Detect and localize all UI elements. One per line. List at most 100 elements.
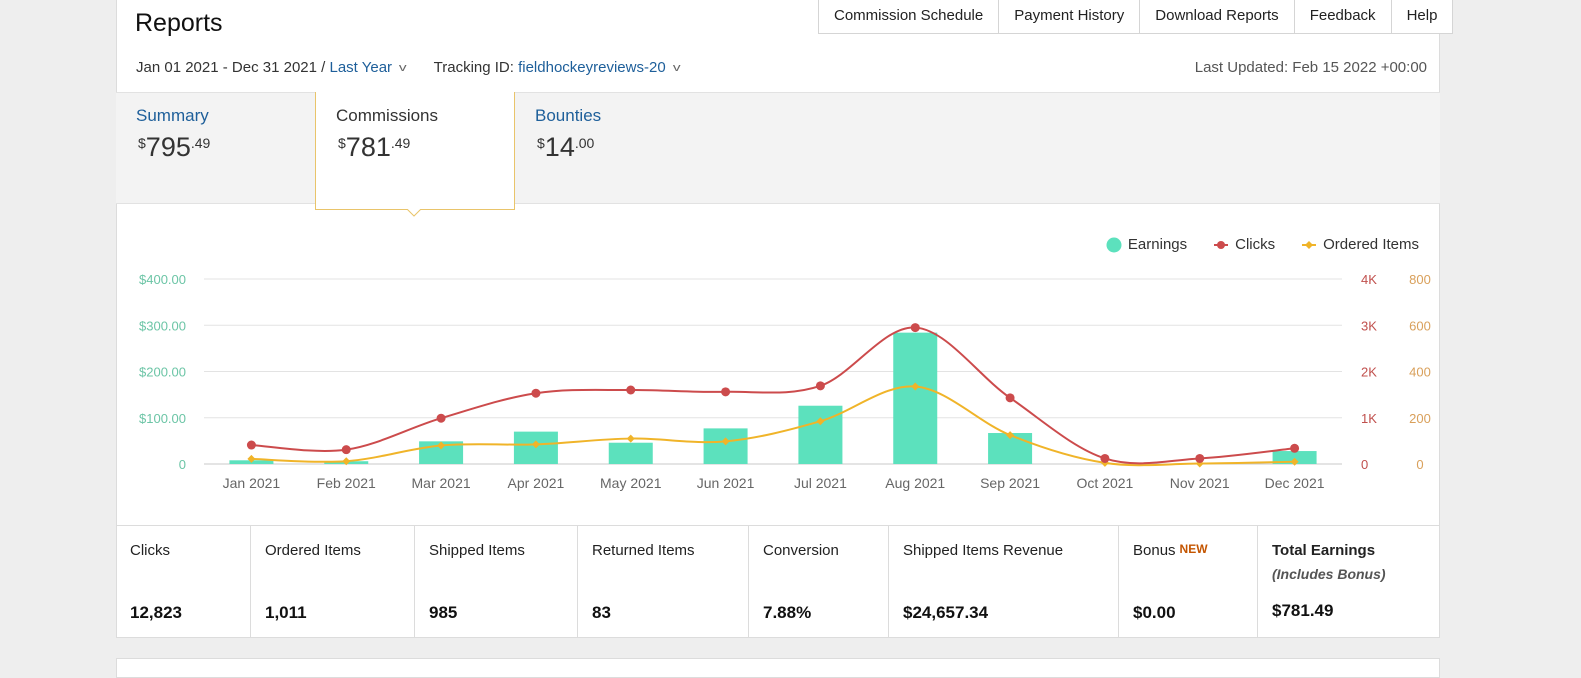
x-axis-tick-label: Jan 2021	[223, 475, 281, 491]
clicks-point	[626, 385, 636, 395]
stat-ordered-items: Ordered Items 1,011	[250, 526, 414, 638]
tab-label: Bounties	[535, 106, 602, 125]
ordered-items-legend-icon	[1302, 240, 1317, 249]
tab-commissions[interactable]: Commissions $781.49	[315, 92, 515, 210]
clicks-point	[1290, 443, 1300, 453]
right-axis-tick-label: 2K	[1361, 365, 1377, 380]
x-axis-tick-label: Aug 2021	[885, 475, 945, 491]
x-axis-tick-label: Oct 2021	[1077, 475, 1134, 491]
ordered-items-point	[1006, 431, 1015, 440]
x-axis-tick-label: Mar 2021	[412, 475, 471, 491]
clicks-point	[721, 387, 731, 397]
x-axis-tick-label: May 2021	[600, 475, 662, 491]
next-panel	[116, 658, 1440, 678]
clicks-point	[531, 388, 541, 398]
stat-shipped-items-revenue: Shipped Items Revenue $24,657.34	[888, 526, 1118, 638]
tab-label: Commissions	[336, 106, 439, 125]
earnings-bar	[893, 332, 938, 464]
right-axis-tick-label: 0	[1361, 457, 1368, 472]
legend-clicks[interactable]: Clicks	[1213, 236, 1275, 253]
x-axis-tick-label: Dec 2021	[1265, 475, 1325, 491]
right-axis2-tick-label: 200	[1409, 411, 1431, 426]
earnings-bar	[608, 442, 653, 464]
date-range: Jan 01 2021 - Dec 31 2021	[136, 59, 317, 76]
clicks-point	[1195, 453, 1205, 463]
ordered-items-point	[437, 441, 446, 450]
left-axis-tick-label: $100.00	[139, 411, 186, 426]
ordered-items-point	[342, 457, 351, 466]
earnings-bar	[703, 428, 748, 464]
new-badge: NEW	[1179, 542, 1208, 556]
clicks-point	[815, 381, 825, 391]
clicks-point	[1100, 453, 1110, 463]
stat-returned-items: Returned Items 83	[577, 526, 748, 638]
earnings-legend-icon	[1106, 237, 1122, 252]
earnings-chart: $400.00 4K 800 $300.00 3K 600 $200.00 2K 400 $100…	[139, 272, 1431, 491]
stat-bonus: Bonus NEW $0.00	[1118, 526, 1257, 638]
tracking-label: Tracking ID:	[433, 59, 514, 76]
x-axis-tick-label: Nov 2021	[1170, 475, 1230, 491]
chevron-down-icon[interactable]: v	[672, 62, 681, 74]
bounties-amount: $14.00	[537, 132, 595, 162]
ordered-items-point	[531, 440, 540, 449]
date-separator: /	[321, 59, 326, 76]
clicks-point	[436, 413, 446, 423]
chart-legend: Earnings Clicks Ordered Items	[1106, 236, 1419, 253]
right-axis-tick-label: 4K	[1361, 272, 1377, 287]
ordered-items-point	[626, 434, 635, 443]
right-axis2-tick-label: 600	[1409, 318, 1431, 333]
summary-amount: $795.49	[138, 132, 211, 162]
legend-earnings[interactable]: Earnings	[1106, 236, 1187, 253]
x-axis-tick-label: Jun 2021	[697, 475, 755, 491]
right-axis2-tick-label: 400	[1409, 365, 1431, 380]
stat-conversion: Conversion 7.88%	[748, 526, 888, 638]
download-reports-link[interactable]: Download Reports	[1139, 0, 1293, 33]
x-axis-tick-label: Feb 2021	[317, 475, 376, 491]
tab-label: Summary	[136, 106, 209, 125]
x-axis-tick-label: Jul 2021	[794, 475, 847, 491]
help-link[interactable]: Help	[1390, 0, 1453, 33]
stat-total-earnings: Total Earnings (Includes Bonus) $781.49	[1257, 526, 1440, 638]
stats-row: Clicks 12,823 Ordered Items 1,011 Shippe…	[116, 525, 1440, 638]
page-title: Reports	[135, 9, 223, 37]
tracking-id-selector[interactable]: fieldhockeyreviews-20	[518, 59, 666, 76]
report-filters: Jan 01 2021 - Dec 31 2021 / Last Year v T…	[136, 59, 685, 76]
clicks-point	[341, 445, 351, 455]
left-axis-tick-label: 0	[179, 457, 186, 472]
top-links: Commission Schedule Payment History Down…	[818, 0, 1454, 34]
chevron-down-icon[interactable]: v	[398, 62, 407, 74]
clicks-point	[910, 323, 920, 333]
ordered-items-point	[1290, 457, 1299, 466]
legend-ordered-items[interactable]: Ordered Items	[1301, 236, 1419, 253]
right-axis-tick-label: 1K	[1361, 411, 1377, 426]
commissions-amount: $781.49	[338, 132, 411, 162]
ordered-items-point	[911, 382, 920, 391]
clicks-point	[246, 440, 256, 450]
ordered-items-line	[251, 385, 1295, 467]
ordered-items-point	[247, 454, 256, 463]
clicks-point	[1005, 393, 1015, 403]
feedback-link[interactable]: Feedback	[1293, 0, 1391, 33]
left-axis-tick-label: $400.00	[139, 272, 186, 287]
commission-schedule-link[interactable]: Commission Schedule	[834, 7, 984, 24]
clicks-legend-icon	[1214, 240, 1229, 249]
right-axis-tick-label: 3K	[1361, 318, 1377, 333]
last-updated: Last Updated: Feb 15 2022 +00:00	[1194, 59, 1427, 76]
period-selector[interactable]: Last Year	[329, 59, 393, 76]
x-axis-tick-label: Apr 2021	[508, 475, 565, 491]
payment-history-link[interactable]: Payment History	[998, 0, 1139, 33]
ordered-items-point	[816, 417, 825, 426]
left-axis-tick-label: $200.00	[139, 365, 186, 380]
earnings-bar	[1272, 451, 1317, 464]
stat-clicks: Clicks 12,823	[130, 542, 182, 622]
tab-bounties[interactable]: Bounties $14.00	[515, 92, 715, 210]
left-axis-tick-label: $300.00	[139, 318, 186, 333]
x-axis-tick-label: Sep 2021	[980, 475, 1040, 491]
right-axis2-tick-label: 800	[1409, 272, 1431, 287]
clicks-line	[251, 326, 1295, 465]
tab-summary[interactable]: Summary $795.49	[116, 92, 316, 210]
right-axis2-tick-label: 0	[1416, 457, 1423, 472]
ordered-items-point	[721, 437, 730, 446]
active-tab-caret-icon	[407, 209, 421, 217]
stat-shipped-items: Shipped Items 985	[414, 526, 577, 638]
